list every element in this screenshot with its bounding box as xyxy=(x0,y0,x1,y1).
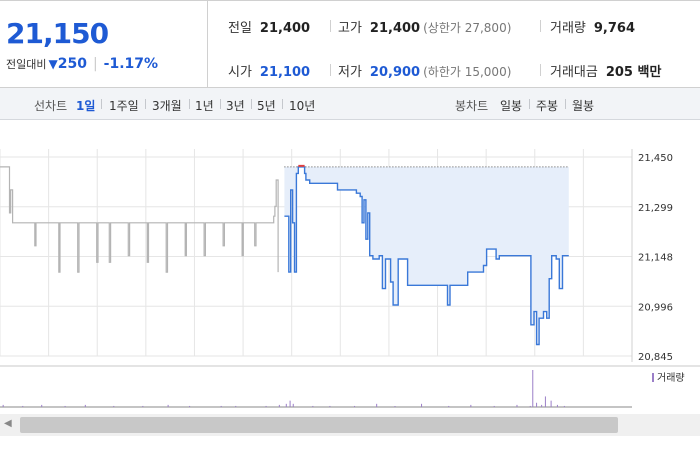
divider: | xyxy=(92,56,98,72)
turnover-label: 거래대금 xyxy=(550,65,598,80)
change-percent: -1.17% xyxy=(103,56,159,72)
high-value: 21,400 xyxy=(369,21,421,36)
divider xyxy=(282,99,283,109)
divider xyxy=(540,20,541,32)
divider xyxy=(330,64,331,76)
today-area-fill xyxy=(284,166,569,345)
today-line xyxy=(284,166,569,346)
volume-value: 9,764 xyxy=(593,21,636,36)
candle-daily[interactable]: 일봉 xyxy=(500,99,523,113)
price-chart: 21,450 21,299 21,148 20,996 20,845 거래량 xyxy=(0,149,700,408)
period-1w[interactable]: 1주일 xyxy=(109,99,139,113)
y-tick-label: 21,450 xyxy=(638,153,673,164)
prev-close: 전일 21,400 xyxy=(228,17,310,36)
high-price: 고가 21,400 (상한가 27,800) xyxy=(338,17,511,36)
prev-close-label: 전일 xyxy=(228,21,252,36)
high-label: 고가 xyxy=(338,21,362,36)
volume-legend-label: 거래량 xyxy=(657,372,685,384)
quote-panel: 21,150 전일대비 ▼250 | -1.17% 전일 21,400 고가 21,400… xyxy=(0,0,700,88)
lower-limit: (하한가 15,000) xyxy=(423,65,512,79)
y-tick-label: 20,845 xyxy=(638,352,673,363)
change-row: 전일대비 ▼250 | -1.17% xyxy=(6,56,158,72)
current-price: 21,150 xyxy=(6,17,109,50)
price-summary: 21,150 전일대비 ▼250 | -1.17% xyxy=(0,1,208,88)
period-1y[interactable]: 1년 xyxy=(195,99,214,113)
prev-close-value: 21,400 xyxy=(259,21,311,36)
period-3y[interactable]: 3년 xyxy=(226,99,245,113)
y-tick-label: 20,996 xyxy=(638,302,673,313)
divider xyxy=(189,99,190,109)
turnover-value: 205 백만 xyxy=(605,65,662,80)
change-label: 전일대비 xyxy=(6,58,47,71)
divider xyxy=(565,99,566,109)
change-value: 250 xyxy=(57,56,87,72)
divider xyxy=(540,64,541,76)
chart-scrollbar[interactable]: ◀ xyxy=(0,414,700,436)
low-price: 저가 20,900 (하한가 15,000) xyxy=(338,61,511,80)
scroll-thumb[interactable] xyxy=(20,417,618,433)
scroll-left-icon[interactable]: ◀ xyxy=(4,418,12,429)
divider xyxy=(251,99,252,109)
divider xyxy=(101,99,102,109)
period-3m[interactable]: 3개월 xyxy=(152,99,182,113)
candle-chart-label: 봉차트 xyxy=(455,99,489,113)
period-5y[interactable]: 5년 xyxy=(257,99,276,113)
turnover: 거래대금 205 백만 xyxy=(550,61,661,80)
upper-limit: (상한가 27,800) xyxy=(423,21,512,35)
chart-series xyxy=(0,164,569,346)
candle-monthly[interactable]: 월봉 xyxy=(572,99,595,113)
volume-panel: 거래량 xyxy=(2,370,685,407)
divider xyxy=(529,99,530,109)
prev-day-line xyxy=(0,166,279,273)
period-1d[interactable]: 1일 xyxy=(76,99,96,113)
open-label: 시가 xyxy=(228,65,252,80)
open-price: 시가 21,100 xyxy=(228,61,310,80)
volume-label: 거래량 xyxy=(550,21,586,36)
low-label: 저가 xyxy=(338,65,362,80)
period-bar: 선차트 1일 1주일 3개월 1년 3년 5년 10년 봉차트 일봉 주봉 월봉 xyxy=(0,88,700,120)
chart-grid xyxy=(0,149,700,408)
volume-legend-swatch xyxy=(652,373,654,382)
volume: 거래량 9,764 xyxy=(550,17,635,36)
today-area xyxy=(284,166,569,345)
divider xyxy=(220,99,221,109)
line-chart-label: 선차트 xyxy=(34,99,68,113)
low-value: 20,900 xyxy=(369,65,421,80)
y-tick-label: 21,299 xyxy=(638,203,673,214)
divider xyxy=(330,20,331,32)
open-value: 21,100 xyxy=(259,65,311,80)
y-tick-label: 21,148 xyxy=(638,253,673,264)
period-10y[interactable]: 10년 xyxy=(289,99,316,113)
down-arrow-icon: ▼ xyxy=(48,57,58,71)
divider xyxy=(145,99,146,109)
candle-weekly[interactable]: 주봉 xyxy=(536,99,559,113)
y-axis: 21,450 21,299 21,148 20,996 20,845 xyxy=(638,153,673,363)
